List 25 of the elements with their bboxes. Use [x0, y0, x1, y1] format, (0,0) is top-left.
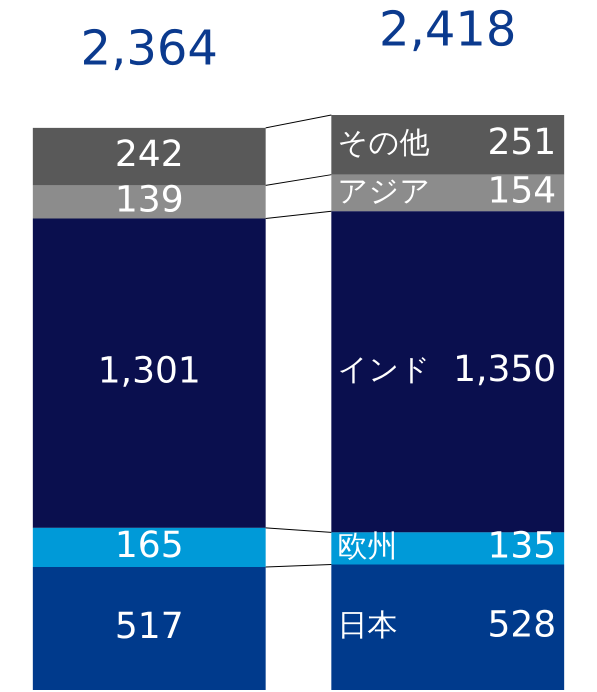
total-label: 2,364	[80, 20, 218, 76]
data-label: 1,301	[98, 350, 201, 392]
bar	[331, 115, 564, 175]
series-label: 日本	[337, 608, 398, 644]
data-label: 154	[487, 170, 556, 212]
bar	[32, 218, 266, 528]
data-label: 251	[487, 122, 556, 164]
bar	[32, 528, 266, 568]
bar	[32, 185, 266, 218]
bar	[331, 211, 564, 532]
bar	[32, 128, 266, 186]
series-label: 欧州	[337, 529, 398, 564]
total-label: 2,418	[379, 1, 516, 58]
series-label: その他	[337, 126, 430, 161]
data-label: 528	[487, 604, 556, 646]
data-label: 517	[114, 606, 184, 647]
series-label: アジア	[337, 174, 430, 209]
data-label: 242	[114, 134, 184, 175]
data-label: 139	[114, 179, 184, 220]
data-label: 135	[487, 526, 556, 567]
series-label: インド	[337, 352, 430, 388]
data-label: 1,350	[453, 349, 556, 390]
bar	[331, 564, 564, 690]
bar	[32, 567, 266, 690]
data-label: 165	[114, 524, 184, 566]
